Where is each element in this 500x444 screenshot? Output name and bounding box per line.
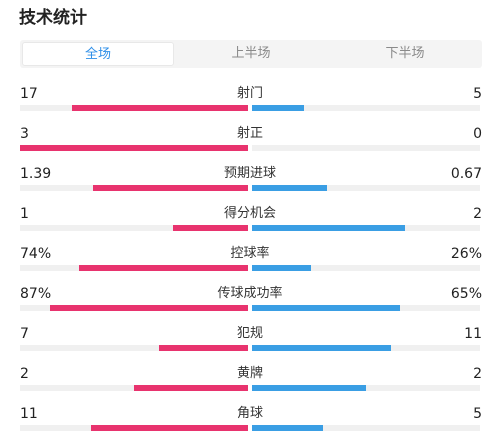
home-value: 1.39	[20, 166, 52, 182]
away-value: 0	[473, 126, 482, 142]
stat-label: 预期进球	[223, 166, 276, 181]
away-bar-track	[252, 265, 480, 271]
stat-row: 7 犯规 11	[0, 324, 500, 364]
away-value: 0.67	[450, 166, 482, 182]
stat-row: 1 得分机会 2	[0, 204, 500, 244]
away-value: 26%	[450, 246, 482, 262]
away-bar	[252, 425, 323, 431]
tab-first-half[interactable]: 上半场	[231, 46, 271, 61]
home-value: 7	[20, 326, 29, 342]
away-bar-track	[252, 185, 480, 191]
stat-label: 黄牌	[236, 366, 263, 381]
away-bar	[252, 185, 327, 191]
home-bar	[173, 225, 248, 231]
away-bar-track	[252, 305, 480, 311]
home-bar	[91, 425, 248, 431]
home-bar-track	[20, 265, 248, 271]
home-value: 11	[20, 406, 38, 422]
away-bar	[252, 225, 405, 231]
stat-row: 74% 控球率 26%	[0, 244, 500, 284]
home-bar-track	[20, 225, 248, 231]
home-bar	[93, 185, 248, 191]
stat-row: 1.39 预期进球 0.67	[0, 164, 500, 204]
away-bar-track	[252, 345, 480, 351]
home-bar-track	[20, 305, 248, 311]
away-bar	[252, 105, 304, 111]
away-bar-track	[252, 105, 480, 111]
home-bar	[20, 145, 248, 151]
away-value: 11	[464, 326, 482, 342]
home-bar	[159, 345, 248, 351]
tab-full-match[interactable]: 全场	[22, 42, 174, 66]
stat-label: 犯规	[236, 326, 263, 341]
home-bar-track	[20, 185, 248, 191]
away-value: 2	[473, 366, 482, 382]
away-value: 5	[473, 86, 482, 102]
home-bar	[79, 265, 248, 271]
stat-row: 17 射门 5	[0, 84, 500, 124]
home-bar-track	[20, 425, 248, 431]
page-title: 技术统计	[19, 8, 87, 28]
away-bar	[252, 345, 391, 351]
away-bar	[252, 305, 400, 311]
home-value: 2	[20, 366, 29, 382]
home-value: 87%	[20, 286, 52, 302]
home-value: 1	[20, 206, 29, 222]
home-bar-track	[20, 145, 248, 151]
away-value: 65%	[450, 286, 482, 302]
home-bar-track	[20, 105, 248, 111]
stat-row: 11 角球 5	[0, 404, 500, 444]
tab-second-half[interactable]: 下半场	[385, 46, 425, 61]
stat-label: 射门	[236, 86, 263, 101]
away-bar-track	[252, 385, 480, 391]
home-bar	[134, 385, 248, 391]
home-bar	[72, 105, 248, 111]
home-value: 74%	[20, 246, 52, 262]
away-bar-track	[252, 425, 480, 431]
stat-label: 得分机会	[223, 206, 276, 221]
stat-row: 3 射正 0	[0, 124, 500, 164]
away-bar-track	[252, 225, 480, 231]
away-value: 5	[473, 406, 482, 422]
away-value: 2	[473, 206, 482, 222]
home-bar-track	[20, 385, 248, 391]
stat-row: 2 黄牌 2	[0, 364, 500, 404]
away-bar	[252, 385, 366, 391]
home-value: 17	[20, 86, 38, 102]
stat-row: 87% 传球成功率 65%	[0, 284, 500, 324]
stat-label: 射正	[236, 126, 263, 141]
home-value: 3	[20, 126, 29, 142]
stat-label: 角球	[236, 406, 263, 421]
period-tabs: 全场 上半场 下半场	[20, 40, 482, 68]
away-bar	[252, 265, 311, 271]
stat-label: 传球成功率	[217, 286, 283, 301]
away-bar-track	[252, 145, 480, 151]
stat-label: 控球率	[230, 246, 270, 261]
home-bar	[50, 305, 248, 311]
home-bar-track	[20, 345, 248, 351]
